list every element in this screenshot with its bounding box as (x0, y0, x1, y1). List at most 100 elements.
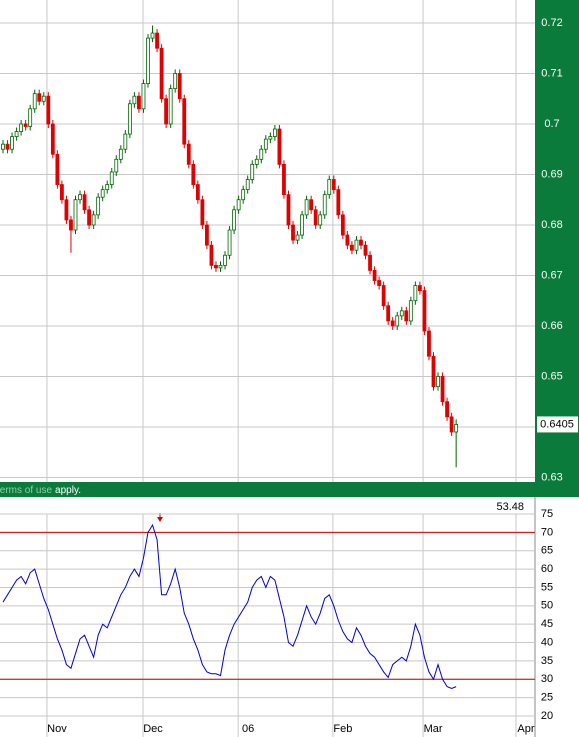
candle-body (118, 148, 123, 160)
candle-body (377, 280, 382, 286)
candle-body (272, 128, 277, 137)
last-price-label: 0.6405 (540, 418, 574, 430)
candle-body (454, 424, 459, 433)
candle-body (23, 123, 28, 127)
x-tick-label: Feb (333, 723, 352, 735)
candle-body (137, 95, 141, 110)
y-tick-label: 0.67 (541, 269, 562, 281)
y-tick-label: 60 (541, 563, 553, 575)
candle-body (114, 158, 119, 173)
candle-body (354, 239, 359, 251)
candle-body (381, 285, 386, 307)
candle-body (363, 244, 368, 256)
y-tick-label: 40 (541, 636, 553, 648)
candle-body (404, 310, 409, 322)
candle-body (232, 209, 237, 231)
candle-body (322, 194, 327, 216)
candle-body (209, 244, 214, 266)
candle-body (123, 133, 128, 150)
candle-body (413, 285, 418, 302)
candle-body (359, 239, 363, 246)
candle-body (436, 376, 440, 387)
candle-body (82, 194, 87, 211)
candle-body (14, 131, 19, 137)
candle-body (28, 108, 33, 127)
candle-body (105, 184, 110, 191)
candle-body (5, 143, 10, 150)
y-tick-label: 0.7 (544, 118, 559, 130)
candle-body (431, 355, 436, 387)
signal-arrow (157, 517, 163, 522)
rsi-line (2, 523, 457, 689)
x-tick-label: Nov (47, 723, 67, 735)
candle-body (218, 264, 223, 269)
candle-body (227, 229, 232, 256)
y-tick-label: 35 (541, 655, 553, 667)
candle-body (254, 158, 259, 165)
x-tick-label: Apr (517, 723, 534, 735)
candle-body (350, 244, 354, 251)
candle-body (191, 163, 196, 185)
terms-link[interactable]: terms of use (0, 485, 52, 496)
candle-body (340, 214, 345, 236)
candle-body (177, 73, 182, 100)
y-tick-label: 45 (541, 618, 553, 630)
y-tick-label: 0.66 (541, 320, 562, 332)
candle-body (155, 32, 159, 49)
candle-body (78, 194, 82, 201)
candle-body (50, 123, 55, 155)
candle-body (372, 270, 377, 281)
candle-body (223, 254, 227, 266)
last-price-box (537, 416, 578, 433)
candle-body (200, 199, 205, 226)
candle-body (336, 189, 341, 216)
y-tick-label: 25 (541, 692, 553, 704)
candle-body (132, 95, 137, 105)
candle-body (37, 93, 42, 102)
candle-body (304, 199, 309, 216)
candle-body (386, 305, 391, 322)
y-tick-label: 55 (541, 581, 553, 593)
candle-body (440, 376, 445, 403)
y-tick-label: 50 (541, 600, 553, 612)
candle-body (1, 143, 5, 150)
y-tick-label: 30 (541, 673, 553, 685)
candle-body (331, 179, 336, 191)
y-tick-label: 0.71 (541, 67, 562, 79)
candle-body (168, 88, 173, 125)
candle-body (64, 199, 69, 221)
candle-body (295, 234, 300, 241)
candle-body (417, 285, 422, 292)
candle-body (127, 103, 132, 135)
candle-body (150, 32, 155, 39)
candle-body (195, 184, 200, 201)
y-tick-label: 0.63 (541, 471, 562, 483)
candle-body (399, 310, 404, 317)
candle-body (159, 47, 164, 100)
candle-body (205, 224, 209, 246)
candle-body (60, 184, 64, 201)
footer-strip (0, 482, 579, 497)
y-tick-label: 75 (541, 508, 553, 520)
candle-body (422, 290, 427, 332)
candle-body (277, 128, 282, 165)
candle-body (214, 264, 218, 269)
footer-note: apply. (55, 485, 81, 496)
x-tick-label: Mar (424, 723, 443, 735)
candle-body (186, 143, 191, 165)
candle-body (46, 95, 51, 125)
candle-body (309, 199, 314, 211)
candle-body (390, 320, 395, 327)
x-tick-label: Dec (143, 723, 163, 735)
y-tick-label: 0.68 (541, 219, 562, 231)
y-tick-label: 65 (541, 545, 553, 557)
y-tick-label: 20 (541, 710, 553, 722)
candle-body (250, 163, 255, 180)
candle-body (449, 416, 454, 433)
candle-body (268, 136, 273, 140)
candle-body (87, 209, 91, 226)
y-tick-label: 0.72 (541, 17, 562, 29)
candle-body (263, 138, 268, 150)
